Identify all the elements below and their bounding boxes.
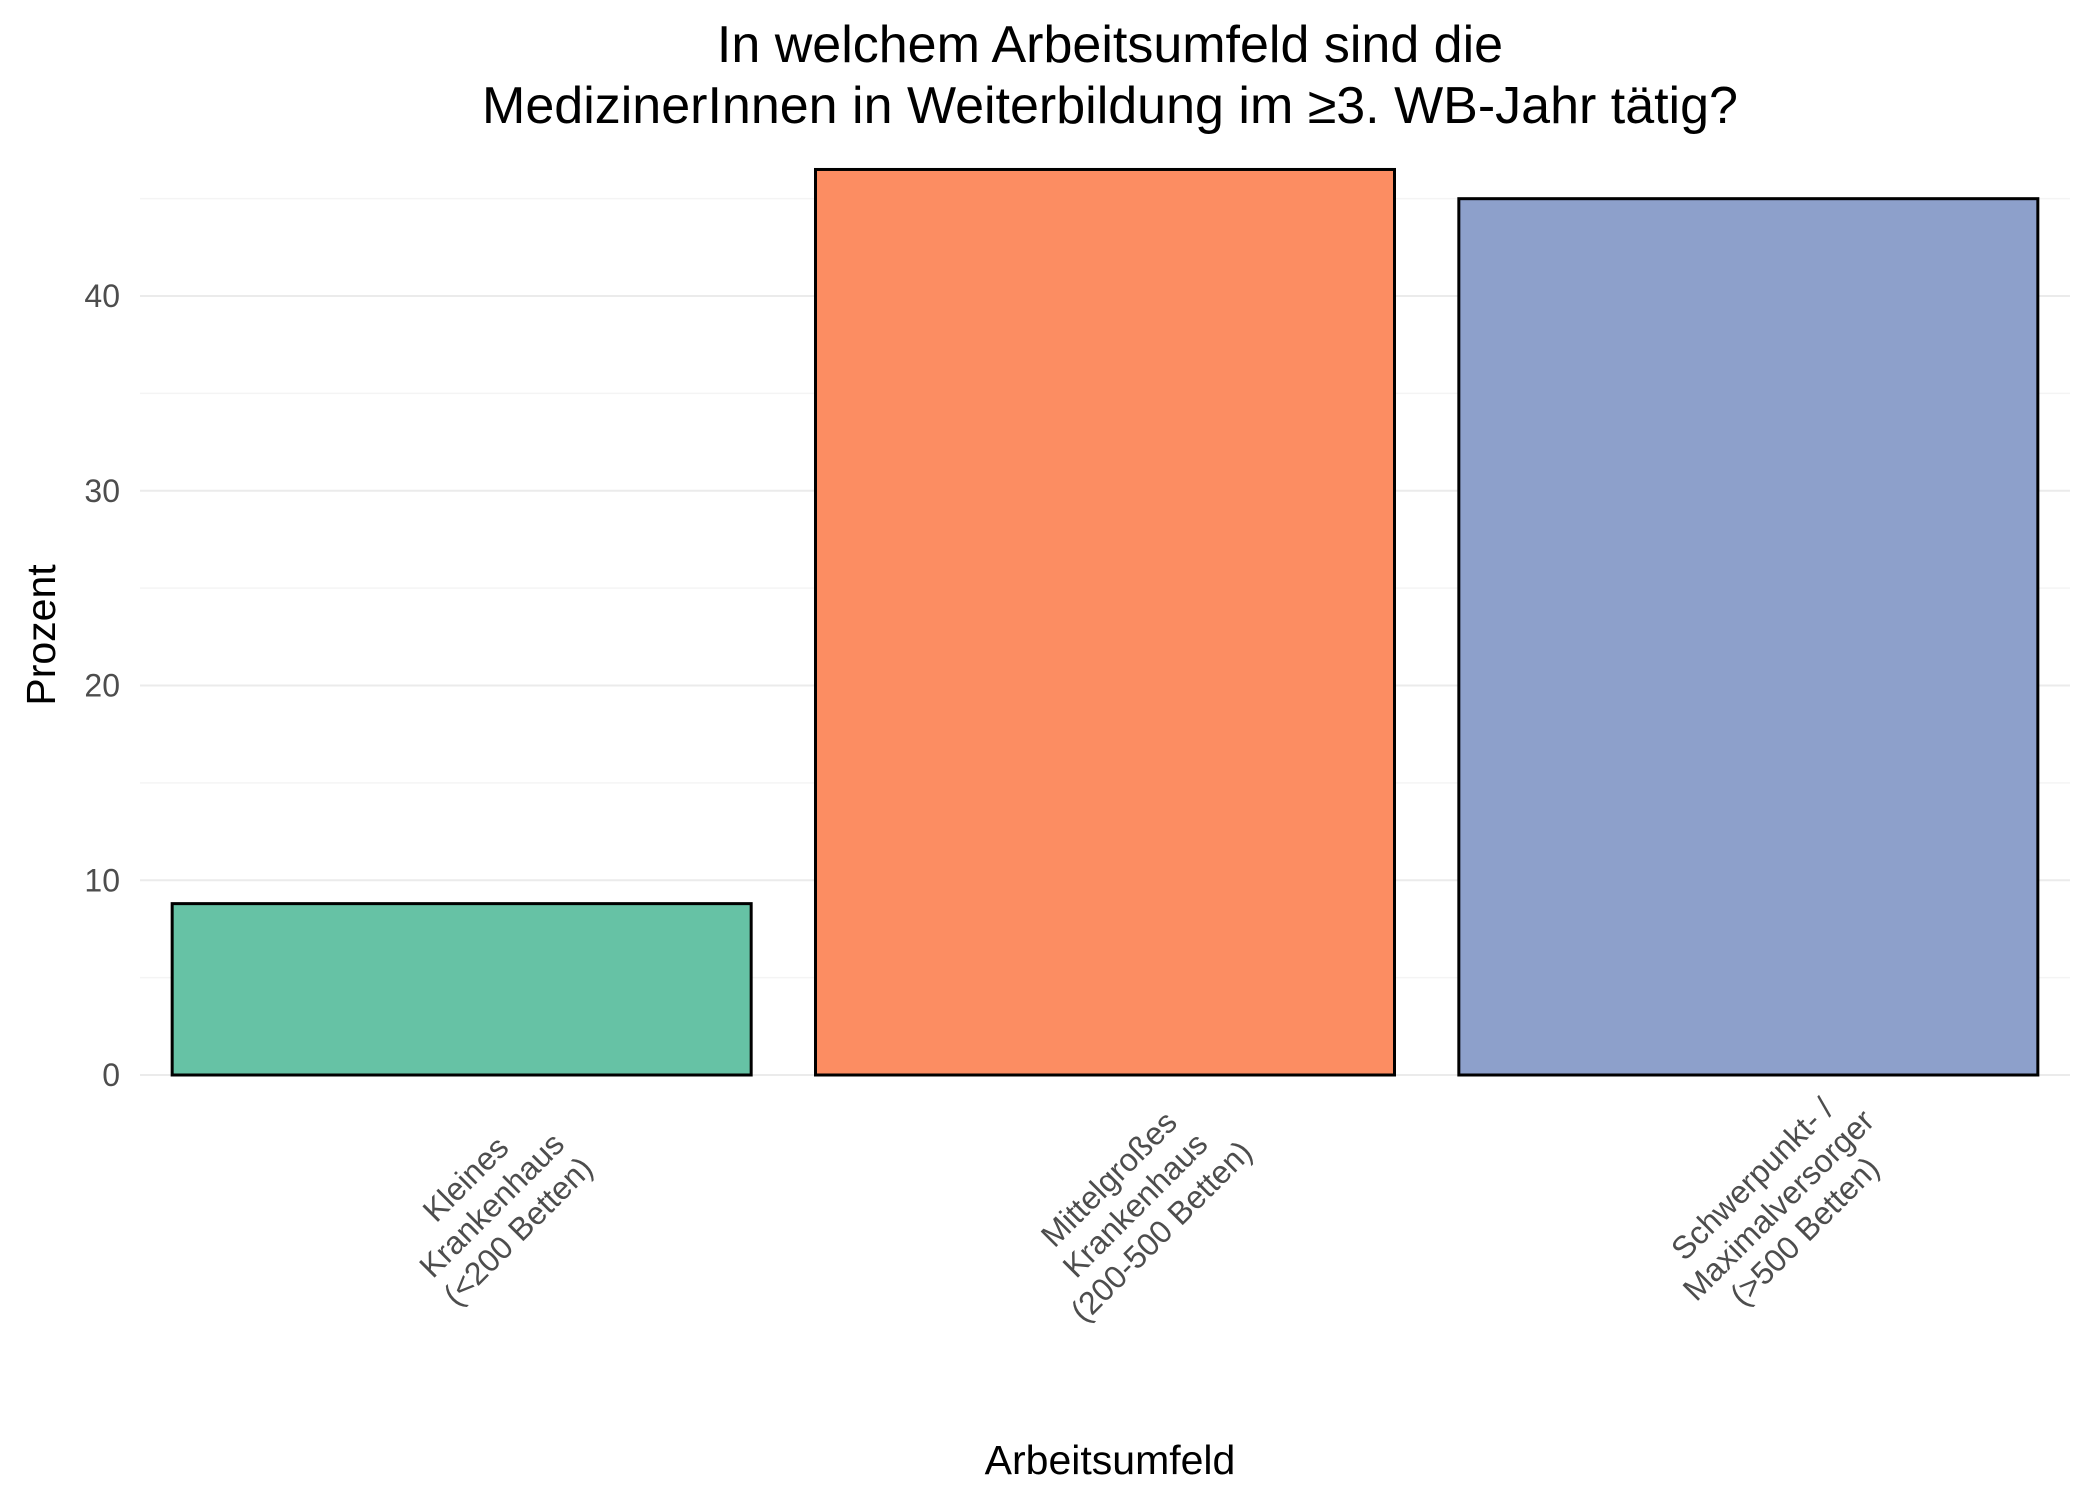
chart-title-line-1: In welchem Arbeitsumfeld sind die xyxy=(717,16,1503,74)
y-tick-label: 20 xyxy=(84,668,120,704)
chart-title-line-2: MedizinerInnen in Weiterbildung im ≥3. W… xyxy=(482,77,1738,135)
x-axis-title: Arbeitsumfeld xyxy=(985,1437,1236,1483)
x-category-label: Schwerpunkt- /Maximalversorger(>500 Bett… xyxy=(1664,1091,1886,1313)
y-axis-ticks: 0 10 20 30 40 xyxy=(84,278,120,1093)
y-tick-label: 0 xyxy=(102,1057,120,1093)
bar xyxy=(1457,197,2040,1077)
bars xyxy=(170,167,2040,1077)
y-axis-title: Prozent xyxy=(18,564,64,706)
y-tick-label: 40 xyxy=(84,278,120,314)
bar xyxy=(170,902,753,1077)
bar xyxy=(814,167,1396,1077)
y-tick-label: 10 xyxy=(84,862,120,898)
y-tick-label: 30 xyxy=(84,473,120,509)
